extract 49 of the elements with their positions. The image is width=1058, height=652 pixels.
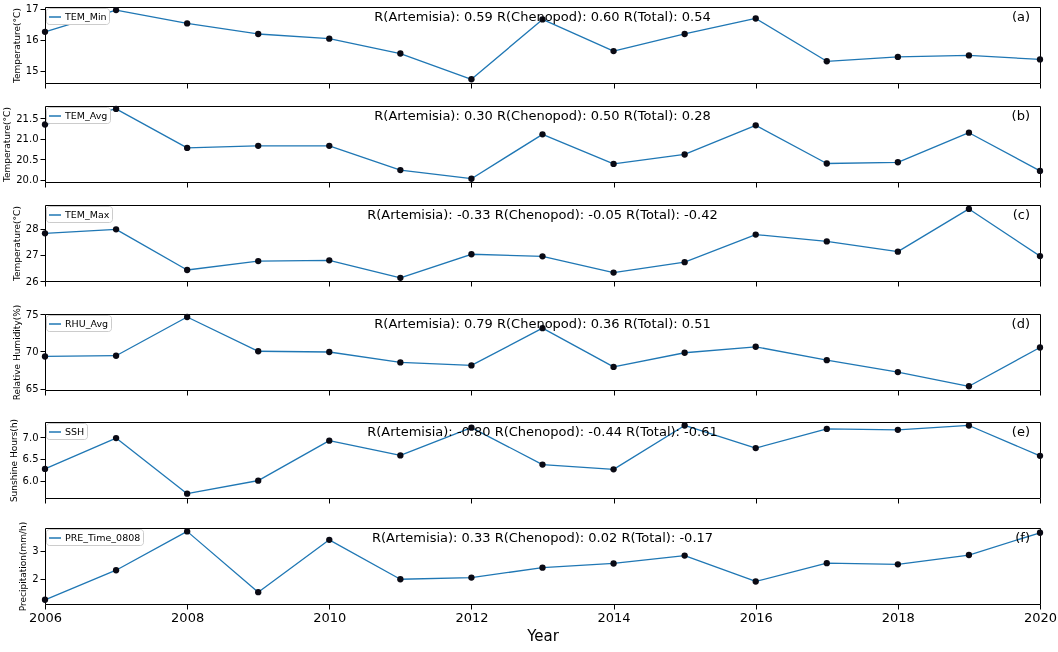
annotation: (c) bbox=[1012, 207, 1030, 222]
y-tick-label: 7.0 bbox=[22, 431, 39, 443]
annotation: R(Artemisia): 0.59 R(Chenopod): 0.60 R(Total): 0.54 bbox=[374, 9, 711, 24]
y-tick-label: 17 bbox=[25, 3, 39, 15]
annotation: R(Artemisia): -0.33 R(Chenopod): -0.05 R(Total): -0.42 bbox=[367, 207, 718, 222]
y-tick-label: 28 bbox=[25, 223, 39, 235]
annotation: R(Artemisia): 0.30 R(Chenopod): 0.50 R(Total): 0.28 bbox=[374, 108, 711, 123]
y-tick-label: 2 bbox=[32, 573, 39, 585]
y-tick-label: 16 bbox=[25, 34, 39, 46]
x-tick-label: 2014 bbox=[597, 609, 631, 625]
y-tick-label: 20.0 bbox=[16, 174, 39, 186]
y-tick-label: 6.5 bbox=[22, 453, 39, 465]
y-axis-title: Sunshine Hours(h) bbox=[8, 418, 19, 503]
y-axis-title: Temperature(°C) bbox=[2, 107, 13, 183]
y-tick-label: 3 bbox=[32, 545, 39, 557]
legend-label: TEM_Min bbox=[64, 11, 107, 22]
x-axis-title: Year bbox=[526, 626, 560, 645]
annotation: (a) bbox=[1011, 9, 1030, 24]
y-tick-label: 21.0 bbox=[16, 133, 39, 145]
annotation: (b) bbox=[1011, 108, 1030, 123]
x-tick-label: 2020 bbox=[1023, 609, 1058, 625]
y-axis-title: Temperature(°C) bbox=[11, 206, 22, 282]
legend-label: RHU_Avg bbox=[65, 318, 109, 329]
annotation: (d) bbox=[1011, 316, 1030, 331]
x-tick-label: 2006 bbox=[28, 609, 63, 625]
y-axis-title: Relative Humidity(%) bbox=[11, 304, 22, 401]
x-tick-label: 2008 bbox=[171, 609, 205, 625]
annotation: R(Artemisia): 0.79 R(Chenopod): 0.36 R(Total): 0.51 bbox=[374, 316, 711, 331]
legend-label: TEM_Max bbox=[64, 209, 110, 220]
legend-label: PRE_Time_0808 bbox=[65, 532, 141, 543]
x-tick-label: 2012 bbox=[455, 609, 489, 625]
legend-label: SSH bbox=[65, 426, 85, 437]
y-axis-title: Temperature(°C) bbox=[11, 8, 22, 84]
annotation: R(Artemisia): 0.33 R(Chenopod): 0.02 R(Total): -0.17 bbox=[371, 530, 714, 545]
y-tick-label: 70 bbox=[25, 345, 39, 357]
annotation: (e) bbox=[1011, 424, 1030, 439]
x-tick-label: 2010 bbox=[313, 609, 347, 625]
y-tick-label: 15 bbox=[25, 65, 39, 77]
x-tick-label: 2016 bbox=[739, 609, 773, 625]
y-axis-title: Precipitation(mm/h) bbox=[18, 521, 29, 612]
y-tick-label: 21.5 bbox=[16, 112, 39, 124]
y-tick-label: 26 bbox=[25, 275, 39, 287]
legend-label: TEM_Avg bbox=[64, 110, 108, 121]
x-tick-label: 2018 bbox=[881, 609, 915, 625]
y-tick-label: 75 bbox=[25, 308, 39, 320]
y-tick-label: 65 bbox=[25, 383, 39, 395]
y-tick-label: 20.5 bbox=[16, 153, 39, 165]
y-tick-label: 27 bbox=[25, 249, 39, 261]
y-tick-label: 6.0 bbox=[22, 475, 39, 487]
